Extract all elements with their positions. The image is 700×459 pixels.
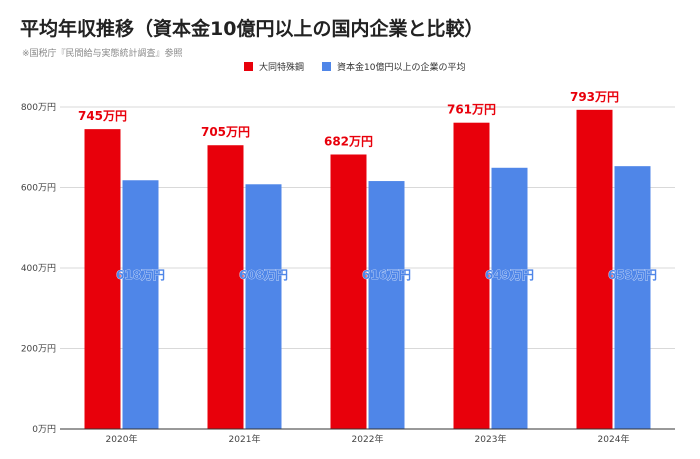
x-tick-label: 2024年	[598, 433, 630, 445]
source-note: ※国税庁『民間給与実態統計調査』参照	[22, 49, 183, 59]
bar-series-b	[368, 181, 405, 429]
x-tick-label: 2020年	[106, 433, 138, 445]
legend-label-series-b: 資本金10億円以上の企業の平均	[337, 63, 466, 73]
y-tick-label: 200万円	[21, 344, 56, 355]
bar-series-b	[614, 166, 651, 430]
data-label-series-b: 649万円	[485, 268, 534, 282]
bar-series-b	[122, 180, 159, 429]
bar-series-a	[207, 145, 244, 430]
data-label-series-a: 793万円	[570, 90, 619, 104]
legend-item-series-a: 大同特殊鋼	[244, 60, 304, 73]
data-label-series-a: 745万円	[78, 109, 127, 123]
y-tick-label: 0万円	[32, 424, 56, 435]
data-label-series-b: 618万円	[116, 268, 165, 282]
x-tick-label: 2021年	[229, 433, 261, 445]
bar-series-a	[330, 154, 367, 429]
data-label-series-b: 653万円	[608, 268, 657, 282]
bar-series-a	[576, 109, 613, 429]
bar-series-b	[245, 184, 282, 429]
legend: 大同特殊鋼 資本金10億円以上の企業の平均	[244, 60, 483, 73]
y-tick-label: 600万円	[21, 183, 56, 194]
y-tick-label: 400万円	[21, 263, 56, 274]
data-label-series-b: 616万円	[362, 268, 411, 282]
data-label-series-a: 761万円	[447, 103, 496, 117]
legend-swatch-series-a	[244, 62, 253, 71]
bar-series-a	[453, 122, 490, 429]
data-label-series-b: 608万円	[239, 268, 288, 282]
bar-series-b	[491, 167, 528, 429]
x-tick-label: 2023年	[475, 433, 507, 445]
legend-item-series-b: 資本金10億円以上の企業の平均	[322, 60, 465, 73]
data-label-series-a: 682万円	[324, 134, 373, 148]
chart-title: 平均年収推移（資本金10億円以上の国内企業と比較）	[20, 18, 484, 40]
bar-series-a	[84, 129, 121, 429]
y-tick-label: 800万円	[21, 102, 56, 113]
legend-swatch-series-b	[322, 62, 332, 71]
data-label-series-a: 705万円	[201, 125, 250, 139]
x-tick-label: 2022年	[352, 433, 384, 445]
legend-label-series-a: 大同特殊鋼	[259, 63, 305, 73]
